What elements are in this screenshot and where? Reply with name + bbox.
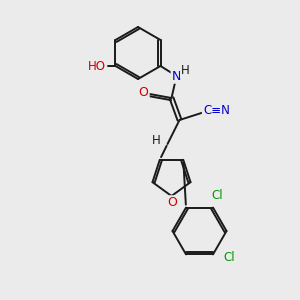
Text: O: O <box>139 86 148 100</box>
Text: HO: HO <box>88 59 106 73</box>
Text: Cl: Cl <box>211 189 223 202</box>
Text: C≡N: C≡N <box>203 104 230 118</box>
Text: N: N <box>172 70 181 83</box>
Text: O: O <box>168 196 178 209</box>
Text: H: H <box>152 134 161 148</box>
Text: Cl: Cl <box>223 251 235 264</box>
Text: H: H <box>181 64 190 77</box>
